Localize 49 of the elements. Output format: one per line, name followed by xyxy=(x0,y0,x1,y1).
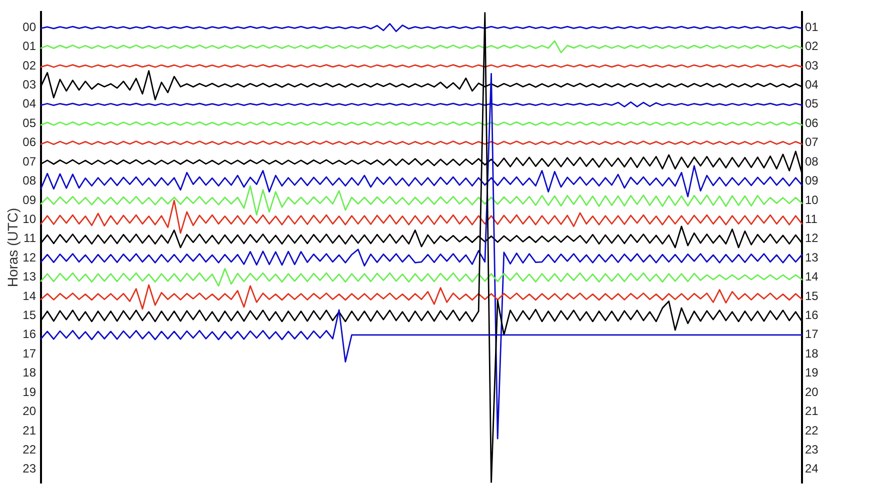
y-tick-label: 04 xyxy=(22,96,36,111)
y-tick-label: 16 xyxy=(22,327,36,342)
y2-tick-label: 07 xyxy=(805,135,819,150)
y-tick-label: 00 xyxy=(22,20,36,34)
y-tick-label: 22 xyxy=(22,442,36,456)
y-tick-label: 13 xyxy=(22,270,36,284)
y2-tick-label: 16 xyxy=(805,308,819,322)
y2-tick-label: 11 xyxy=(805,212,818,226)
y2-tick-label: 08 xyxy=(805,154,819,168)
y2-tick-label: 23 xyxy=(805,442,819,456)
y2-tick-label: 05 xyxy=(805,96,819,111)
y2-tick-label: 02 xyxy=(805,39,819,54)
y-tick-label: 18 xyxy=(22,366,36,380)
y2-tick-label: 20 xyxy=(805,384,819,399)
y-tick-label: 15 xyxy=(22,308,36,322)
y2-tick-label: 03 xyxy=(805,58,819,72)
y-tick-label: 03 xyxy=(22,78,36,92)
y-tick-label: 10 xyxy=(22,212,36,226)
y-tick-label: 09 xyxy=(22,192,36,207)
y2-tick-label: 15 xyxy=(805,288,819,303)
y-tick-label: 14 xyxy=(22,288,36,303)
y2-tick-label: 04 xyxy=(805,78,819,92)
y2-tick-label: 22 xyxy=(805,423,819,438)
y2-tick-label: 19 xyxy=(805,366,819,380)
y-tick-label: 07 xyxy=(22,154,36,168)
y-tick-label: 21 xyxy=(22,423,36,438)
y2-tick-label: 21 xyxy=(805,404,819,418)
y-tick-label: 19 xyxy=(22,384,36,399)
y2-tick-label: 01 xyxy=(805,20,819,34)
y-tick-label: 11 xyxy=(24,231,36,246)
y-tick-label: 01 xyxy=(22,39,36,54)
y-tick-label: 17 xyxy=(22,346,36,360)
y2-tick-label: 24 xyxy=(805,462,819,476)
y-tick-label: 12 xyxy=(22,250,36,264)
y-tick-label: 20 xyxy=(22,404,36,418)
y-tick-label: 02 xyxy=(22,58,36,72)
y2-tick-label: 06 xyxy=(805,116,819,130)
y2-tick-label: 12 xyxy=(805,231,819,246)
y2-tick-label: 17 xyxy=(805,327,819,342)
y-tick-label: 23 xyxy=(22,462,36,476)
y2-tick-label: 14 xyxy=(805,270,819,284)
y2-tick-label: 09 xyxy=(805,174,819,188)
y2-tick-label: 10 xyxy=(805,192,819,207)
y-tick-label: 06 xyxy=(22,135,36,150)
y2-tick-label: 18 xyxy=(805,346,819,360)
y-tick-label: 05 xyxy=(22,116,36,130)
y-tick-label: 08 xyxy=(22,174,36,188)
y2-tick-label: 13 xyxy=(805,250,819,264)
y-axis-title: Horas (UTC) xyxy=(4,208,20,288)
